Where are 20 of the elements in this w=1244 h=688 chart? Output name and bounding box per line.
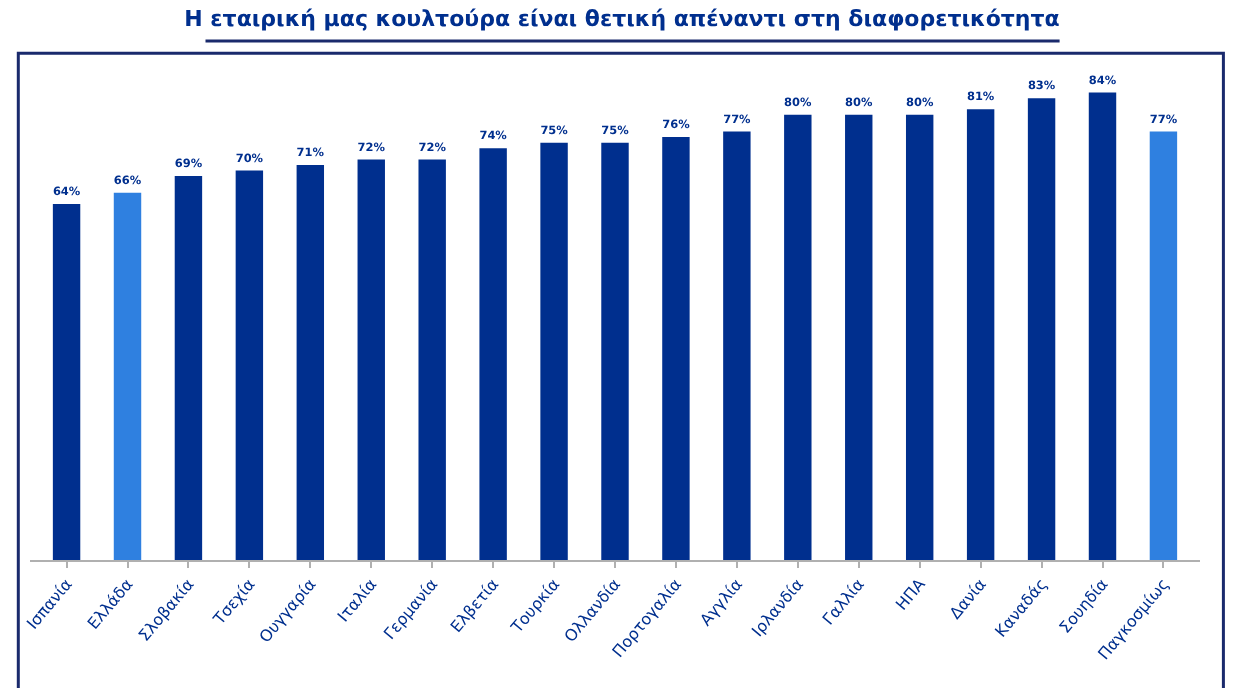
bar bbox=[601, 142, 629, 560]
bar bbox=[1088, 92, 1117, 560]
bar bbox=[52, 203, 81, 560]
bar bbox=[174, 176, 203, 560]
bar bbox=[905, 114, 934, 560]
bar bbox=[296, 164, 325, 560]
bar bbox=[1149, 131, 1178, 560]
bar bbox=[784, 114, 812, 560]
bar bbox=[418, 159, 446, 560]
chart-title: Η εταιρική μας κουλτούρα είναι θετική απέναντι στη διαφορετικότητα bbox=[184, 5, 1061, 32]
bar bbox=[113, 192, 142, 560]
bar bbox=[479, 148, 507, 560]
bar bbox=[723, 131, 751, 560]
bar bbox=[357, 159, 385, 560]
bar bbox=[845, 114, 873, 560]
bar bbox=[662, 137, 690, 560]
bar bbox=[966, 109, 995, 560]
bar bbox=[1027, 98, 1056, 560]
bar bbox=[235, 170, 264, 560]
bar bbox=[540, 142, 568, 560]
